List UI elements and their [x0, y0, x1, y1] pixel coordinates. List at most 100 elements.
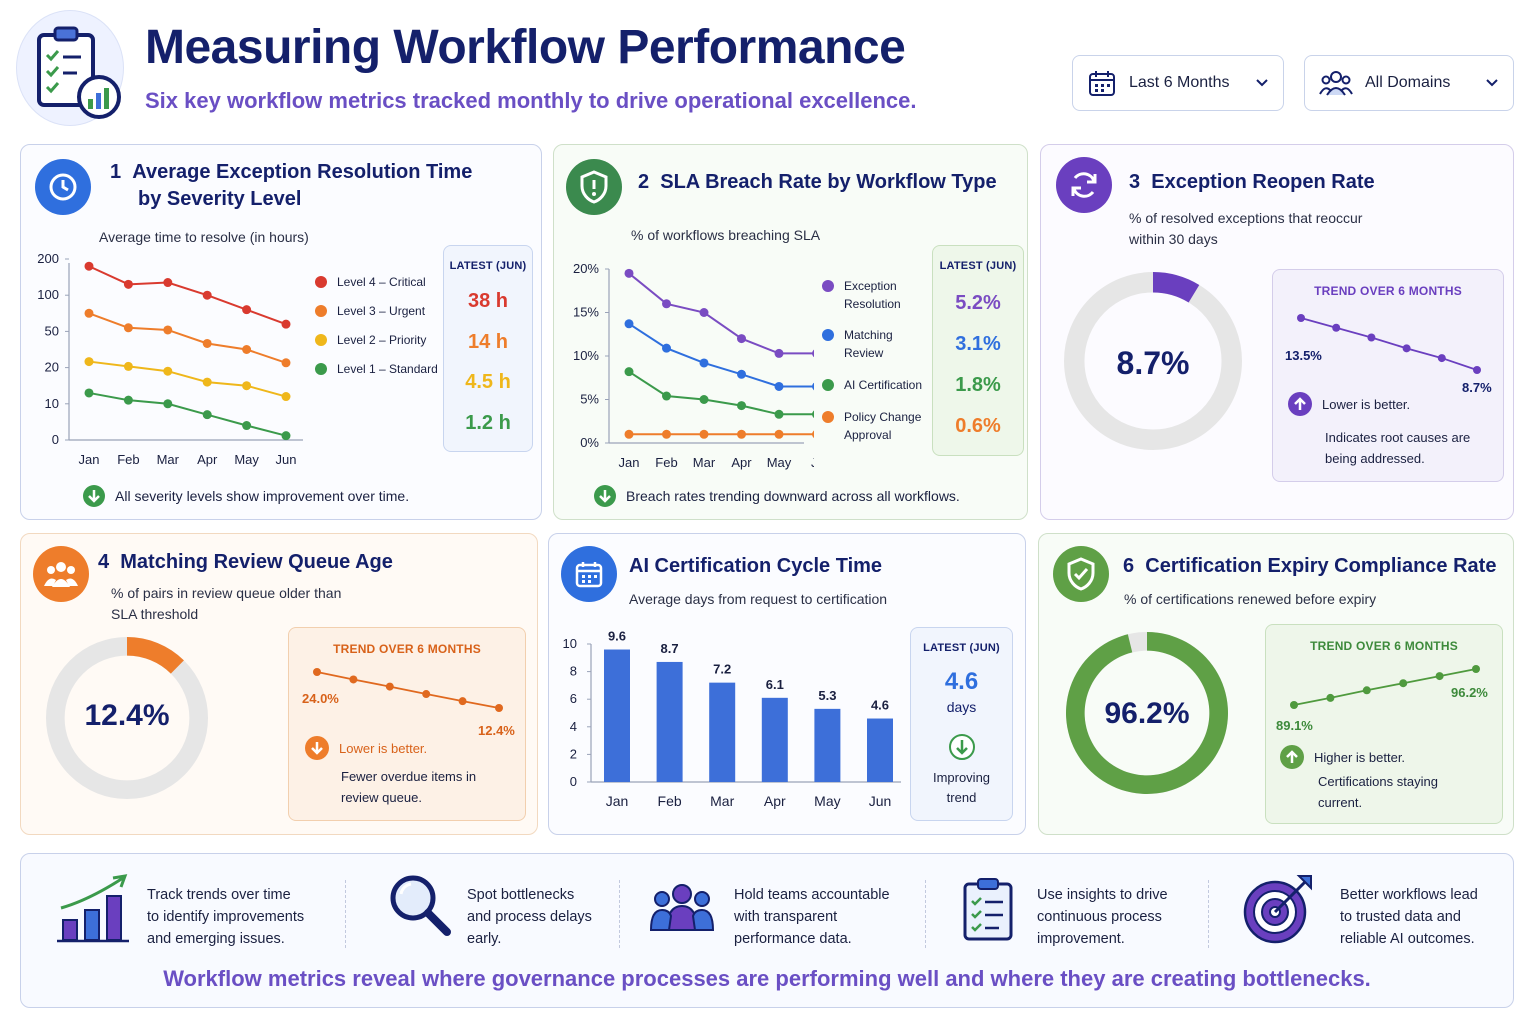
latest-label: LATEST (JUN)	[449, 260, 527, 272]
data-point	[774, 409, 784, 419]
data-point	[624, 268, 634, 278]
data-point	[242, 305, 252, 315]
data-point	[281, 392, 291, 402]
tip-line: performance data.	[734, 931, 852, 947]
data-point	[699, 429, 709, 439]
y-tick-label: 200	[37, 251, 59, 266]
y-tick-label: 5%	[580, 392, 599, 407]
series-line	[88, 265, 287, 326]
bar-value-label: 9.6	[608, 629, 626, 644]
bar	[709, 682, 736, 782]
card-1-title: 1 Average Exception Resolution Time by S…	[110, 159, 472, 213]
legend-label: AI Certification	[844, 378, 923, 392]
trend-explanation: Fewer overdue items in review queue.	[341, 766, 476, 808]
latest-value-panel: LATEST (JUN) 4.6 days Improving trend	[910, 627, 1013, 821]
series-line	[88, 391, 287, 437]
bar-value-label: 6.1	[766, 677, 784, 692]
trend-point	[495, 704, 503, 712]
trend-point	[349, 675, 358, 684]
domain-dropdown[interactable]: All Domains	[1304, 55, 1514, 111]
bar-value-label: 7.2	[713, 662, 731, 677]
arrow-up-circle-icon	[1288, 392, 1312, 416]
x-tick-label: Jan	[619, 455, 640, 470]
compliance-rate-value: 96.2%	[1104, 697, 1190, 730]
team-icon	[649, 884, 715, 931]
legend-label: Matching Review	[844, 328, 893, 360]
users-group-icon	[1319, 71, 1353, 96]
tip-line: reliable AI outcomes.	[1340, 931, 1475, 947]
x-tick-label: May	[234, 452, 259, 467]
trend-line	[316, 671, 500, 709]
latest-values-panel: LATEST (JUN) 38 h 14 h 4.5 h 1.2 h	[443, 245, 533, 452]
tip-line: improvement.	[1037, 931, 1125, 947]
tip-track-trends: Track trends over time to identify improv…	[147, 884, 304, 950]
data-point	[202, 377, 212, 387]
x-tick-label: Jan	[606, 793, 629, 809]
trend-point	[385, 682, 394, 691]
tip-line: continuous process	[1037, 909, 1162, 925]
legend-label: Policy Change Approval	[844, 410, 922, 442]
legend-dot	[315, 363, 327, 375]
series-line	[88, 312, 287, 364]
tip-line: to trusted data and	[1340, 909, 1461, 925]
y-tick-label: 6	[570, 691, 577, 706]
legend-dot	[822, 411, 834, 423]
y-tick-label: 0%	[580, 435, 599, 450]
trend-point	[1297, 314, 1305, 322]
card-sla-breach: 2 SLA Breach Rate by Workflow Type % of …	[553, 144, 1028, 520]
trend-explanation-line1: Indicates root causes are	[1325, 430, 1471, 445]
latest-value-policy-change: 0.6%	[955, 415, 1001, 437]
card-1-title-line1: Average Exception Resolution Time	[132, 161, 473, 183]
certification-cycle-bar-chart: 0 2 4 6 8 10 9.6 Jan 8.7 Feb 7.2 Mar 6.1 Apr 5.3 May 4.6…	[563, 629, 901, 809]
data-point	[774, 429, 784, 439]
tip-line: early.	[467, 931, 502, 947]
data-point	[281, 431, 291, 441]
trend-end-value: 96.2%	[1451, 685, 1488, 700]
footer-message: Workflow metrics reveal where governance…	[163, 966, 1371, 991]
series-line	[628, 370, 814, 416]
direction-note: Lower is better.	[1288, 392, 1410, 416]
y-tick-label: 50	[45, 323, 59, 338]
queue-age-value: 12.4%	[84, 699, 170, 732]
card-expiry-compliance: 6 Certification Expiry Compliance Rate %…	[1038, 533, 1514, 835]
bar	[814, 708, 841, 782]
y-tick-label: 0	[52, 432, 59, 447]
trend-explanation-line1: Fewer overdue items in	[341, 769, 477, 784]
card-6-title-text: Certification Expiry Compliance Rate	[1145, 555, 1497, 577]
trend-explanation: Indicates root causes are being addresse…	[1325, 427, 1470, 469]
bar-value-label: 4.6	[871, 698, 889, 713]
latest-value-ai-certification: 1.8%	[955, 374, 1001, 396]
data-point	[163, 366, 173, 376]
card-3-number: 3	[1129, 171, 1141, 193]
bar-value-label: 8.7	[661, 641, 679, 656]
checklist-icon	[963, 878, 1013, 941]
x-tick-label: May	[814, 793, 840, 809]
data-point	[163, 278, 173, 288]
trend-panel: TREND OVER 6 MONTHS 13.5% 8.7% Lower is …	[1272, 269, 1504, 482]
data-point	[242, 421, 252, 431]
trend-point	[1472, 665, 1480, 673]
data-point	[812, 430, 814, 439]
chevron-down-icon	[1486, 79, 1498, 87]
data-point	[812, 349, 814, 358]
trend-line	[1293, 668, 1477, 706]
legend-dot	[822, 379, 834, 391]
arrow-down-circle-icon	[305, 736, 329, 760]
legend-dot	[822, 329, 834, 341]
card-6-title: 6 Certification Expiry Compliance Rate	[1123, 553, 1496, 580]
trend-end-value: 8.7%	[1462, 380, 1492, 395]
domain-dropdown-label: All Domains	[1365, 74, 1451, 91]
data-point	[624, 367, 634, 377]
period-dropdown[interactable]: Last 6 Months	[1072, 55, 1284, 111]
clipboard-chart-logo	[16, 10, 124, 126]
card-2-note-text: Breach rates trending downward across al…	[626, 488, 960, 504]
trend-point	[313, 668, 321, 676]
reopen-trend-sparkline	[1297, 314, 1481, 374]
divider	[1208, 880, 1209, 948]
clock-icon	[35, 159, 91, 215]
x-tick-label: Feb	[117, 452, 139, 467]
trend-status-line1: Improving	[932, 770, 991, 785]
reopen-rate-value: 8.7%	[1116, 345, 1190, 381]
legend-label: Level 4 – Critical	[337, 275, 426, 289]
tip-line: Use insights to drive	[1037, 887, 1168, 903]
